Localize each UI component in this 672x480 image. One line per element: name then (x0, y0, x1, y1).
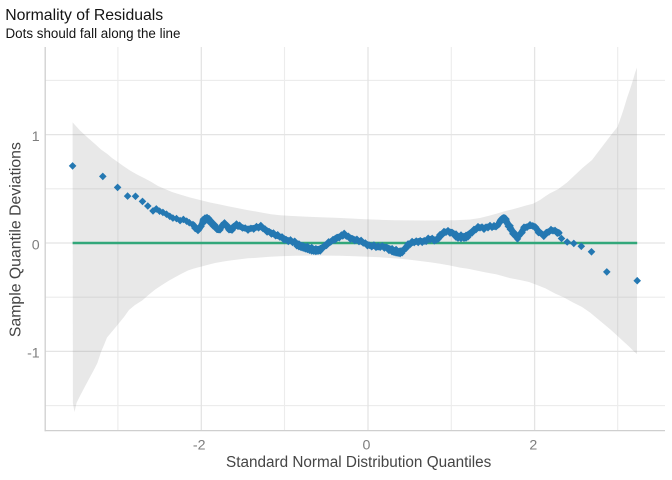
svg-text:Normality of Residuals: Normality of Residuals (5, 7, 163, 24)
svg-text:Standard Normal Distribution Q: Standard Normal Distribution Quantiles (226, 454, 492, 471)
svg-text:Sample Quantile Deviations: Sample Quantile Deviations (8, 142, 25, 337)
svg-text:1: 1 (32, 129, 40, 145)
svg-text:Dots should fall along the lin: Dots should fall along the line (6, 26, 181, 41)
svg-text:2: 2 (529, 438, 537, 454)
svg-text:-2: -2 (193, 438, 206, 454)
svg-text:0: 0 (363, 438, 371, 454)
svg-text:-1: -1 (27, 346, 40, 362)
svg-text:0: 0 (32, 237, 40, 253)
